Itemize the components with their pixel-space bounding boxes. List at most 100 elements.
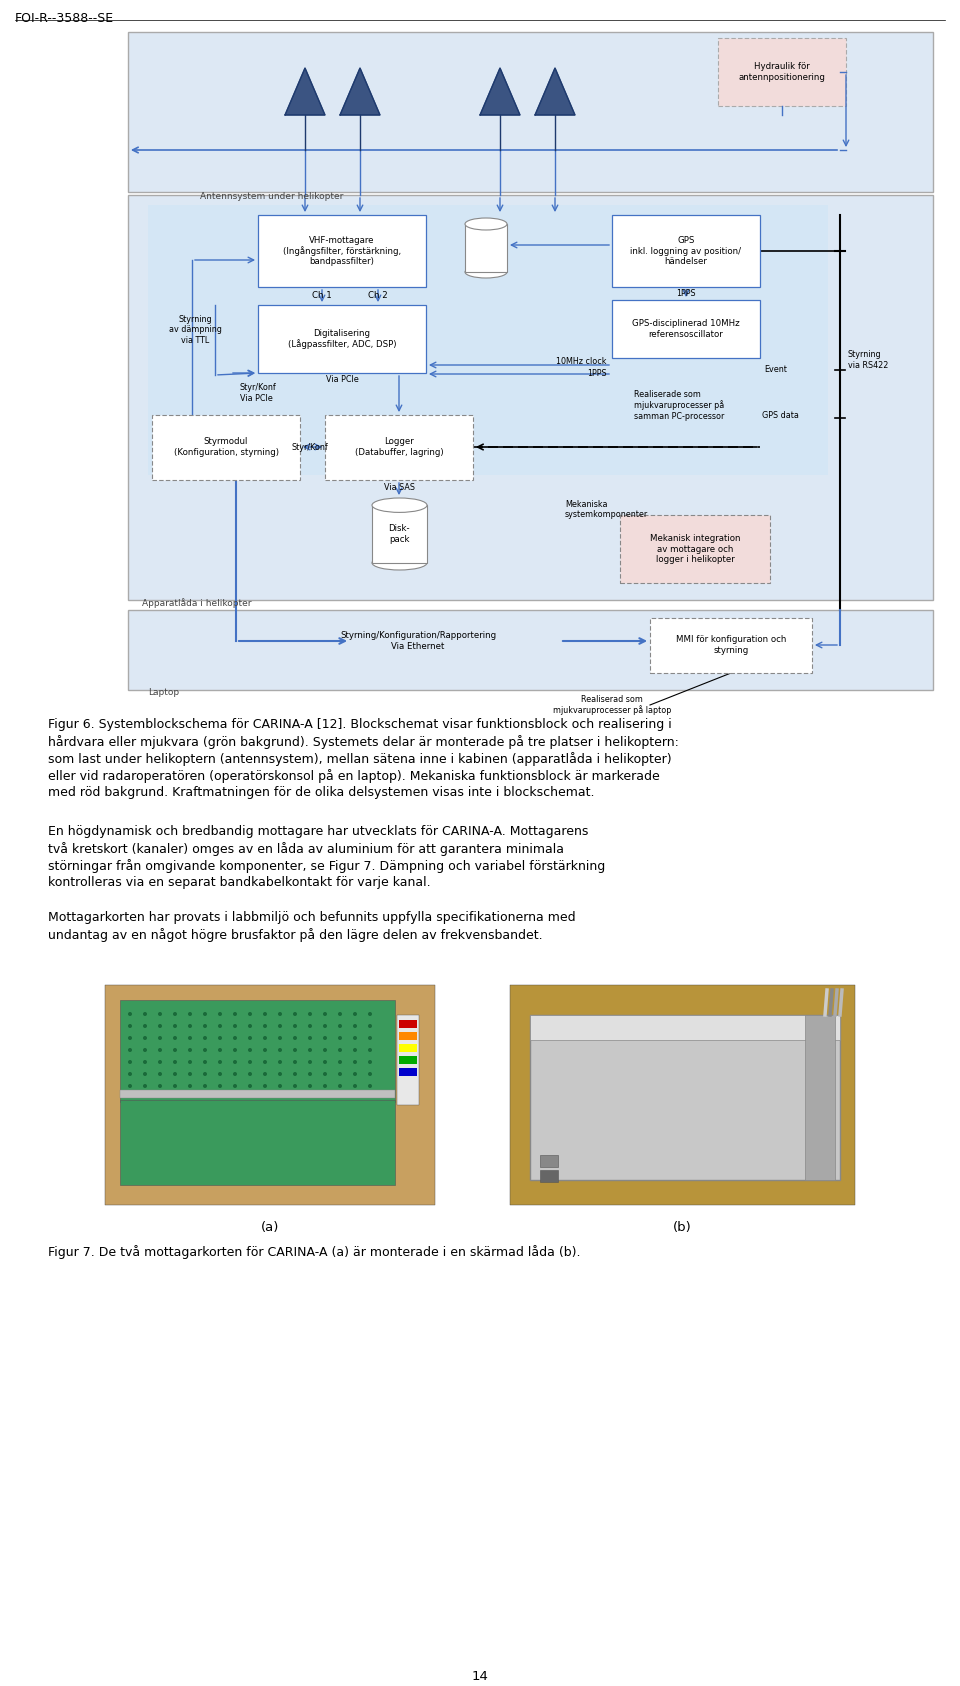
Circle shape <box>293 1012 297 1017</box>
Ellipse shape <box>465 266 507 278</box>
Bar <box>465 224 507 271</box>
Ellipse shape <box>372 497 427 513</box>
Circle shape <box>293 1049 297 1052</box>
Circle shape <box>263 1072 267 1076</box>
Circle shape <box>173 1012 177 1017</box>
Text: med röd bakgrund. Kraftmatningen för de olika delsystemen visas inte i blocksche: med röd bakgrund. Kraftmatningen för de … <box>48 786 594 799</box>
Text: Ch 1: Ch 1 <box>312 290 332 300</box>
Bar <box>128 610 933 690</box>
Circle shape <box>203 1049 207 1052</box>
Circle shape <box>353 1012 357 1017</box>
Bar <box>258 216 426 287</box>
Circle shape <box>218 1035 222 1040</box>
Bar <box>128 32 933 192</box>
Circle shape <box>158 1084 162 1087</box>
Circle shape <box>308 1035 312 1040</box>
Circle shape <box>338 1072 342 1076</box>
Bar <box>510 985 855 1205</box>
Circle shape <box>203 1072 207 1076</box>
Circle shape <box>218 1072 222 1076</box>
Text: Laptop: Laptop <box>148 688 180 696</box>
Circle shape <box>263 1084 267 1087</box>
Text: Realiserad som
mjukvaruprocesser på laptop: Realiserad som mjukvaruprocesser på lapt… <box>553 695 671 715</box>
Circle shape <box>338 1012 342 1017</box>
Circle shape <box>173 1060 177 1064</box>
Bar <box>397 1015 419 1104</box>
Ellipse shape <box>372 556 427 570</box>
Circle shape <box>233 1012 237 1017</box>
Circle shape <box>188 1060 192 1064</box>
Circle shape <box>248 1049 252 1052</box>
Text: GPS
inkl. loggning av position/
händelser: GPS inkl. loggning av position/ händelse… <box>631 236 741 266</box>
Circle shape <box>218 1023 222 1028</box>
Bar <box>530 1015 840 1040</box>
Text: två kretskort (kanaler) omges av en låda av aluminium för att garantera minimala: två kretskort (kanaler) omges av en låda… <box>48 841 564 856</box>
Circle shape <box>338 1084 342 1087</box>
Text: Via SAS: Via SAS <box>383 484 415 492</box>
Text: störningar från omgivande komponenter, se Figur 7. Dämpning och variabel förstär: störningar från omgivande komponenter, s… <box>48 858 605 873</box>
Circle shape <box>203 1023 207 1028</box>
Bar <box>612 300 760 357</box>
Circle shape <box>248 1072 252 1076</box>
Text: Figur 6. Systemblockschema för CARINA-A [12]. Blockschemat visar funktionsblock : Figur 6. Systemblockschema för CARINA-A … <box>48 718 672 732</box>
Circle shape <box>308 1012 312 1017</box>
Circle shape <box>338 1023 342 1028</box>
Circle shape <box>158 1023 162 1028</box>
Bar <box>530 1015 840 1180</box>
Bar <box>105 985 435 1205</box>
Circle shape <box>188 1072 192 1076</box>
Circle shape <box>308 1049 312 1052</box>
Circle shape <box>278 1060 282 1064</box>
Circle shape <box>323 1035 327 1040</box>
Circle shape <box>233 1060 237 1064</box>
Text: Styrning/Konfiguration/Rapportering
Via Ethernet: Styrning/Konfiguration/Rapportering Via … <box>340 631 496 651</box>
Circle shape <box>143 1012 147 1017</box>
Text: (a): (a) <box>261 1221 279 1234</box>
Circle shape <box>278 1072 282 1076</box>
Bar <box>718 39 846 106</box>
Circle shape <box>368 1049 372 1052</box>
Text: kontrolleras via en separat bandkabelkontakt för varje kanal.: kontrolleras via en separat bandkabelkon… <box>48 877 431 889</box>
Text: Digitalisering
(Lågpassfilter, ADC, DSP): Digitalisering (Lågpassfilter, ADC, DSP) <box>288 329 396 349</box>
Text: Mottagarkorten har provats i labbmiljö och befunnits uppfylla specifikationerna : Mottagarkorten har provats i labbmiljö o… <box>48 910 576 924</box>
Text: Mekaniska
systemkomponenter: Mekaniska systemkomponenter <box>565 501 648 519</box>
Circle shape <box>203 1060 207 1064</box>
Bar <box>120 1099 395 1185</box>
Circle shape <box>188 1023 192 1028</box>
Circle shape <box>248 1035 252 1040</box>
Circle shape <box>233 1084 237 1087</box>
Circle shape <box>248 1060 252 1064</box>
Circle shape <box>158 1060 162 1064</box>
Text: Antennsystem under helikopter: Antennsystem under helikopter <box>200 192 344 201</box>
Text: undantag av en något högre brusfaktor på den lägre delen av frekvensbandet.: undantag av en något högre brusfaktor på… <box>48 927 542 942</box>
Circle shape <box>128 1035 132 1040</box>
Circle shape <box>173 1035 177 1040</box>
Circle shape <box>263 1023 267 1028</box>
Bar <box>148 206 828 475</box>
Text: Styrmodul
(Konfiguration, styrning): Styrmodul (Konfiguration, styrning) <box>174 437 278 457</box>
Text: Styr/Konf: Styr/Konf <box>292 442 328 452</box>
Circle shape <box>263 1035 267 1040</box>
Circle shape <box>353 1049 357 1052</box>
Circle shape <box>218 1012 222 1017</box>
Circle shape <box>203 1012 207 1017</box>
Bar <box>399 1067 417 1076</box>
Text: FOI-R--3588--SE: FOI-R--3588--SE <box>15 12 114 25</box>
Bar <box>650 619 812 673</box>
Circle shape <box>173 1084 177 1087</box>
Circle shape <box>188 1049 192 1052</box>
Circle shape <box>173 1023 177 1028</box>
Circle shape <box>338 1035 342 1040</box>
Circle shape <box>158 1049 162 1052</box>
Circle shape <box>143 1072 147 1076</box>
Circle shape <box>218 1049 222 1052</box>
Bar <box>805 1015 835 1180</box>
Text: Apparatlåda i helikopter: Apparatlåda i helikopter <box>142 599 252 609</box>
Circle shape <box>128 1072 132 1076</box>
Circle shape <box>368 1035 372 1040</box>
Circle shape <box>158 1072 162 1076</box>
Circle shape <box>308 1023 312 1028</box>
Circle shape <box>368 1084 372 1087</box>
Circle shape <box>293 1023 297 1028</box>
Text: En högdynamisk och bredbandig mottagare har utvecklats för CARINA-A. Mottagarens: En högdynamisk och bredbandig mottagare … <box>48 824 588 838</box>
